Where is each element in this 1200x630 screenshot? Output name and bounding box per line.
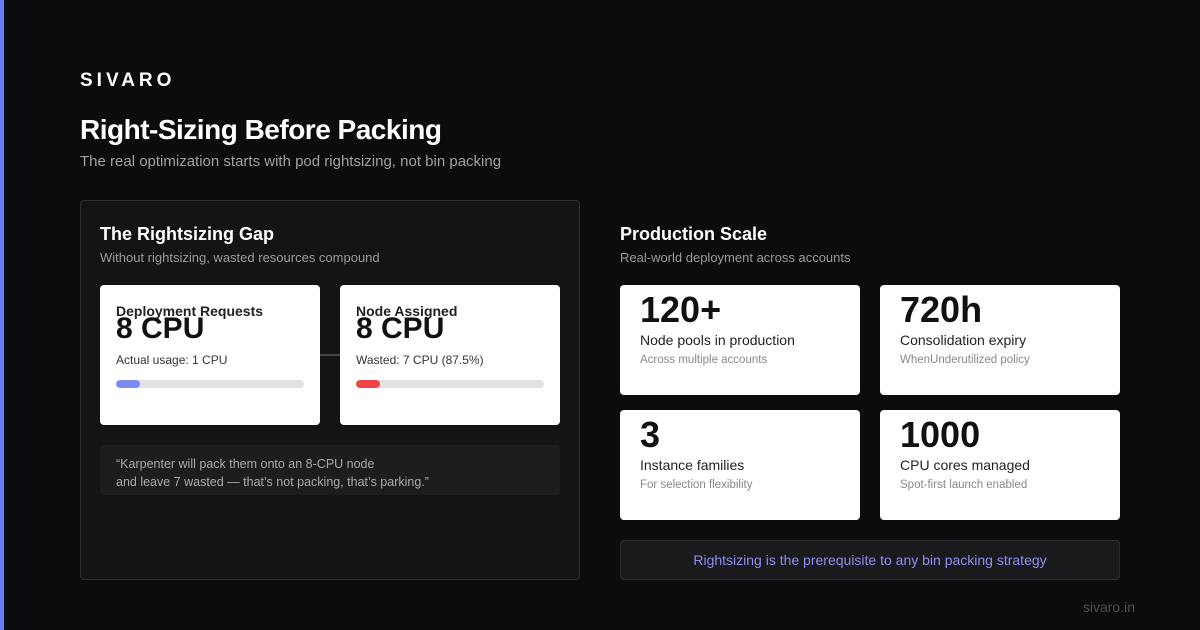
quote-line: and leave 7 wasted — that’s not packing,… bbox=[116, 475, 429, 489]
progress-track bbox=[356, 380, 544, 388]
card-detail: Actual usage: 1 CPU bbox=[116, 353, 228, 367]
stat-note: WhenUnderutilized policy bbox=[900, 354, 1030, 366]
accent-bar bbox=[0, 0, 4, 630]
panel-title: Production Scale bbox=[620, 224, 768, 244]
card-value: 8 CPU bbox=[116, 312, 205, 345]
panel-title: The Rightsizing Gap bbox=[100, 224, 274, 244]
stat-card: 720h Consolidation expiry WhenUnderutilize… bbox=[880, 285, 1120, 395]
stat-label: Node pools in production bbox=[640, 332, 795, 348]
stat-card: 1000 CPU cores managed Spot-first launch e… bbox=[880, 410, 1120, 520]
callout: Rightsizing is the prerequisite to any b… bbox=[620, 540, 1120, 580]
stat-value: 720h bbox=[900, 289, 983, 330]
stat-card: 3 Instance families For selection flexibil… bbox=[620, 410, 860, 520]
footer: sivaro.in bbox=[1082, 599, 1135, 615]
stat-value: 1000 bbox=[900, 414, 981, 455]
card-value: 8 CPU bbox=[356, 312, 445, 345]
stat-value: 3 bbox=[640, 414, 661, 455]
title: Right-Sizing Before Packing bbox=[80, 114, 442, 145]
quote-box: “Karpenter will pack them onto an 8-CPU … bbox=[100, 445, 560, 495]
panel-subtitle: Real-world deployment across accounts bbox=[620, 250, 851, 265]
stat-label: Instance families bbox=[640, 457, 745, 473]
stat-note: Spot-first launch enabled bbox=[900, 479, 1028, 491]
panel-subtitle: Without rightsizing, wasted resources co… bbox=[100, 250, 380, 265]
progress-fill bbox=[116, 380, 140, 388]
subtitle: The real optimization starts with pod ri… bbox=[80, 153, 502, 170]
progress-fill bbox=[356, 380, 380, 388]
stat-card: 120+ Node pools in production Across multi… bbox=[620, 285, 860, 395]
request-card: Node Assigned 8 CPU Wasted: 7 CPU (87.5%) bbox=[340, 285, 560, 425]
quote-line: “Karpenter will pack them onto an 8-CPU … bbox=[116, 457, 375, 471]
stat-label: CPU cores managed bbox=[900, 457, 1030, 473]
brand: SIVARO bbox=[80, 70, 176, 91]
stat-label: Consolidation expiry bbox=[900, 332, 1027, 348]
card-label: Deployment Requests bbox=[116, 303, 264, 319]
progress-track bbox=[116, 380, 304, 388]
card-label: Node Assigned bbox=[356, 303, 458, 319]
card-detail: Wasted: 7 CPU (87.5%) bbox=[356, 353, 484, 367]
stat-note: Across multiple accounts bbox=[640, 354, 768, 366]
request-card: Deployment Requests 8 CPU Actual usage: 1 … bbox=[100, 285, 320, 425]
stat-note: For selection flexibility bbox=[640, 479, 753, 491]
stat-value: 120+ bbox=[640, 289, 722, 330]
